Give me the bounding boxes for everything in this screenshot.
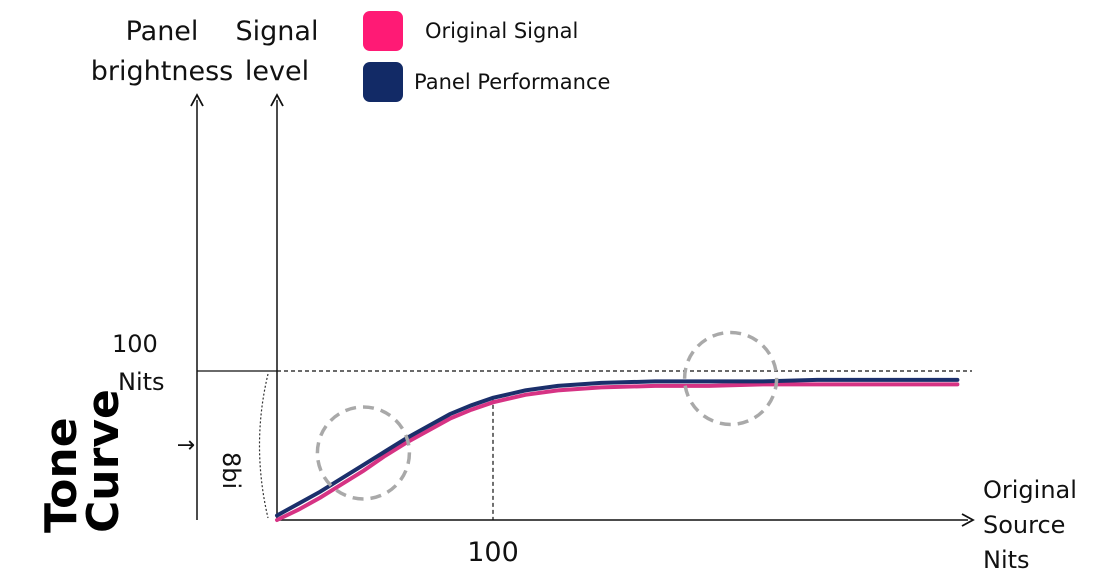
highlight-circle-high (682, 330, 779, 427)
x-axis-label-line-2: Source (983, 511, 1065, 539)
series-original-signal (275, 382, 960, 522)
y-tick-label-line-2: Nits (118, 368, 165, 396)
legend-swatch-original-signal (363, 11, 403, 51)
bits-bracket (258, 373, 269, 519)
side-title-line-2: Curve (78, 389, 129, 533)
y-axis-signal-label-line-1: Signal (236, 16, 319, 47)
x-axis-label-line-3: Nits (983, 546, 1030, 574)
y-axis-signal-label-line-2: level (245, 56, 309, 87)
highlight-circle-low (315, 405, 412, 501)
y-tick-label-line-1: 100 (112, 330, 158, 358)
legend-label-original-signal: Original Signal (425, 19, 578, 43)
legend-swatch-panel-performance (363, 62, 403, 102)
series-panel-performance (275, 377, 960, 518)
bits-arrow: ↑ (172, 436, 197, 454)
x-tick-label-100: 100 (467, 537, 519, 568)
y-axis-left-label-line-2: brightness (91, 56, 233, 87)
legend-label-panel-performance: Panel Performance (414, 70, 610, 94)
legend: Original Signal Panel Performance (363, 11, 610, 102)
y-axis-left-label-line-1: Panel (126, 16, 199, 47)
bits-label: 8bi (217, 452, 245, 489)
x-axis-label-line-1: Original (983, 476, 1077, 504)
side-title-line-1: Tone (36, 417, 87, 533)
